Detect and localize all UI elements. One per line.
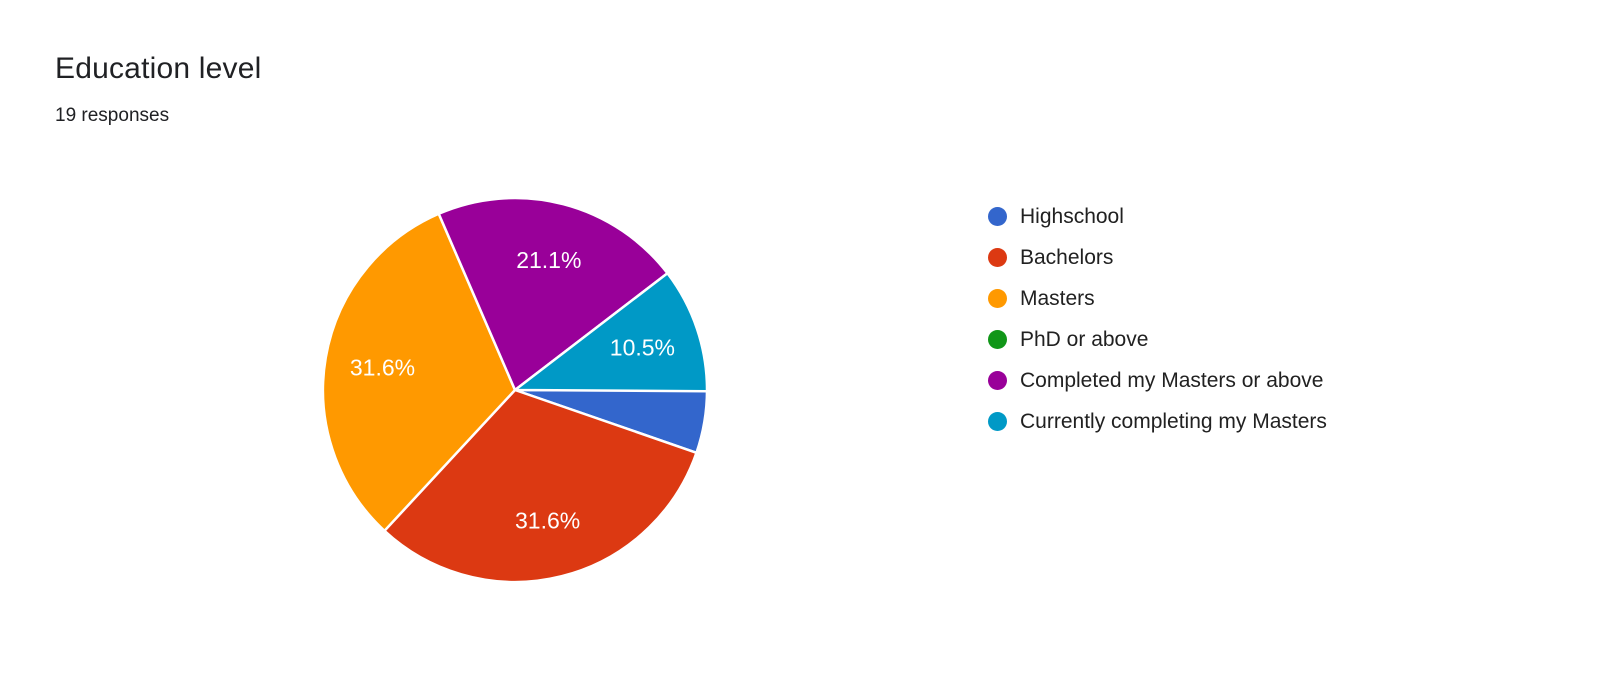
legend-label: Bachelors: [1020, 245, 1114, 269]
legend-label: Completed my Masters or above: [1020, 368, 1324, 392]
legend-item: Completed my Masters or above: [988, 360, 1327, 401]
pie-slice-label: 10.5%: [610, 334, 675, 360]
response-count: 19 responses: [55, 105, 170, 126]
legend-color-dot: [988, 207, 1007, 226]
legend-label: Masters: [1020, 286, 1095, 310]
pie-slice-label: 31.6%: [515, 507, 580, 533]
legend-item: Masters: [988, 278, 1327, 319]
legend-color-dot: [988, 371, 1007, 390]
legend-color-dot: [988, 330, 1007, 349]
legend-color-dot: [988, 248, 1007, 267]
pie-chart: 31.6% 31.6% 21.1% 10.5%: [321, 196, 709, 584]
legend-item: Highschool: [988, 196, 1327, 237]
pie-chart-area: 31.6% 31.6% 21.1% 10.5%: [315, 190, 715, 590]
legend-label: Currently completing my Masters: [1020, 409, 1327, 433]
legend-color-dot: [988, 412, 1007, 431]
pie-slice-5[interactable]: [513, 272, 709, 393]
legend-item: PhD or above: [988, 319, 1327, 360]
legend-label: Highschool: [1020, 204, 1124, 228]
pie-slice-4[interactable]: [437, 196, 669, 392]
legend: Highschool Bachelors Masters PhD or above Co…: [988, 196, 1327, 442]
chart-title: Education level: [55, 52, 262, 85]
pie-slice-label: 21.1%: [516, 247, 581, 273]
pie-slice-1[interactable]: [383, 388, 698, 584]
legend-color-dot: [988, 289, 1007, 308]
legend-item: Bachelors: [988, 237, 1327, 278]
pie-slice-2[interactable]: [321, 212, 517, 533]
pie-slice-label: 31.6%: [350, 354, 415, 380]
legend-label: PhD or above: [1020, 327, 1149, 351]
legend-item: Currently completing my Masters: [988, 401, 1327, 442]
